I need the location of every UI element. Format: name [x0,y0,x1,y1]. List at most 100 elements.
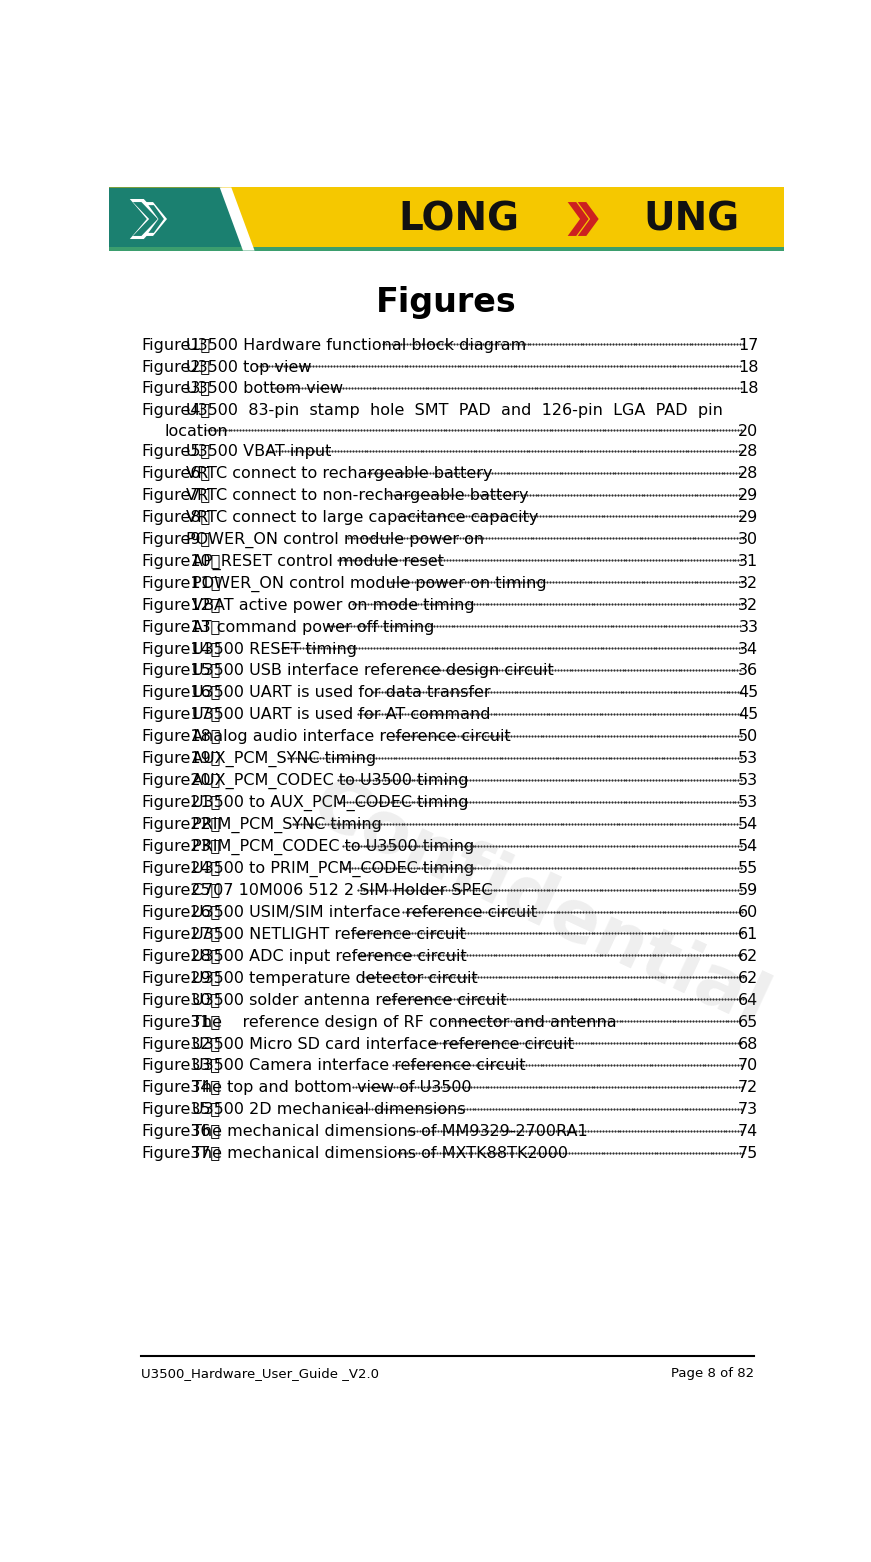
Text: U3500 USIM/SIM interface reference circuit: U3500 USIM/SIM interface reference circu… [192,904,537,920]
Text: Figure32：: Figure32： [141,1037,220,1051]
Text: 73: 73 [739,1103,759,1117]
Text: U3500  83-pin  stamp  hole  SMT  PAD  and  126-pin  LGA  PAD  pin: U3500 83-pin stamp hole SMT PAD and 126-… [186,403,723,419]
Bar [109,187,784,250]
Text: Figure23：: Figure23： [141,839,220,854]
Text: AP_RESET control module reset: AP_RESET control module reset [192,555,443,570]
Text: U3500 NETLIGHT reference circuit: U3500 NETLIGHT reference circuit [192,926,465,942]
Text: Figure7：: Figure7： [141,487,211,503]
Text: U3500 UART is used for AT command: U3500 UART is used for AT command [192,708,490,722]
Text: VRTC connect to rechargeable battery: VRTC connect to rechargeable battery [186,465,493,481]
Text: 28: 28 [738,444,759,459]
Text: U3500 USB interface reference design circuit: U3500 USB interface reference design cir… [192,664,553,678]
Text: U3500 RESET timing: U3500 RESET timing [192,642,356,656]
Text: 54: 54 [738,817,759,833]
Text: Figure18：: Figure18： [141,729,221,745]
Text: U3500 Micro SD card interface reference circuit: U3500 Micro SD card interface reference … [192,1037,573,1051]
Text: U3500 VBAT input: U3500 VBAT input [186,444,332,459]
Text: 62: 62 [738,948,759,964]
Text: VBAT active power on mode timing: VBAT active power on mode timing [192,598,475,612]
Text: Figure26：: Figure26： [141,904,220,920]
Bar [109,247,784,250]
Text: U3500 UART is used for data transfer: U3500 UART is used for data transfer [192,686,490,700]
Text: Figure25：: Figure25： [141,883,220,898]
Text: Figure16：: Figure16： [141,686,221,700]
Text: 54: 54 [738,839,759,854]
Text: U3500 bottom view: U3500 bottom view [186,381,343,397]
Text: 31: 31 [738,555,759,569]
Text: Figure9：: Figure9： [141,531,211,547]
Text: AUX_PCM_SYNC timing: AUX_PCM_SYNC timing [192,751,375,767]
Text: Figure5：: Figure5： [141,444,211,459]
Text: Figure21：: Figure21： [141,795,221,811]
Text: 18: 18 [738,359,759,375]
Text: 74: 74 [738,1125,759,1139]
Text: 17: 17 [738,337,759,353]
Text: Figure29：: Figure29： [141,970,220,986]
Text: 70: 70 [738,1059,759,1073]
Text: Figure15：: Figure15： [141,664,221,678]
Polygon shape [577,201,598,236]
Text: The    reference design of RF connector and antenna: The reference design of RF connector and… [192,1015,617,1029]
Text: Figure13：: Figure13： [141,620,220,634]
Text: PRIM_PCM_CODEC to U3500 timing: PRIM_PCM_CODEC to U3500 timing [192,839,474,856]
Text: Figure19：: Figure19： [141,751,221,767]
Text: Figure11：: Figure11： [141,576,221,590]
Text: U3500_Hardware_User_Guide _V2.0: U3500_Hardware_User_Guide _V2.0 [141,1367,380,1379]
Text: 45: 45 [738,686,759,700]
Polygon shape [568,201,589,236]
Text: 30: 30 [739,531,759,547]
Text: 60: 60 [738,904,759,920]
Text: Figure36：: Figure36： [141,1125,220,1139]
Text: Figure3：: Figure3： [141,381,211,397]
Text: UNG: UNG [644,200,739,237]
Text: Figure37：: Figure37： [141,1147,220,1161]
Polygon shape [109,187,245,250]
Text: 65: 65 [738,1015,759,1029]
Text: 68: 68 [738,1037,759,1051]
Polygon shape [145,201,167,236]
Text: Figure20：: Figure20： [141,773,220,789]
Text: 45: 45 [738,708,759,722]
Text: Page 8 of 82: Page 8 of 82 [671,1367,753,1379]
Text: Figure4：: Figure4： [141,403,211,419]
Text: U3500 to AUX_PCM_CODEC timing: U3500 to AUX_PCM_CODEC timing [192,795,468,811]
Text: Figures: Figures [376,286,517,320]
Text: 72: 72 [738,1081,759,1095]
Polygon shape [148,205,164,233]
Text: AUX_PCM_CODEC to U3500 timing: AUX_PCM_CODEC to U3500 timing [192,773,468,789]
Text: LONG: LONG [399,200,520,237]
Text: Figure28：: Figure28： [141,948,221,964]
Text: The mechanical dimensions of MM9329-2700RA1: The mechanical dimensions of MM9329-2700… [192,1125,587,1139]
Text: POWER_ON control module power on timing: POWER_ON control module power on timing [192,576,546,592]
Text: U3500 top view: U3500 top view [186,359,312,375]
Text: U3500 ADC input reference circuit: U3500 ADC input reference circuit [192,948,466,964]
Text: 29: 29 [738,509,759,525]
Text: PRIM_PCM_SYNC timing: PRIM_PCM_SYNC timing [192,817,381,833]
Text: The mechanical dimensions of MXTK88TK2000: The mechanical dimensions of MXTK88TK200… [192,1147,568,1161]
Text: AT command power off timing: AT command power off timing [192,620,434,634]
Text: Figure12：: Figure12： [141,598,221,612]
Text: C707 10M006 512 2 SIM Holder SPEC: C707 10M006 512 2 SIM Holder SPEC [192,883,492,898]
Text: POWER_ON control module power on: POWER_ON control module power on [186,531,484,548]
Text: U3500 2D mechanical dimensions: U3500 2D mechanical dimensions [192,1103,465,1117]
Text: 53: 53 [739,773,759,789]
Text: Figure35：: Figure35： [141,1103,220,1117]
Polygon shape [130,198,162,239]
Text: Figure33：: Figure33： [141,1059,220,1073]
Text: U3500 temperature detector circuit: U3500 temperature detector circuit [192,970,477,986]
Text: 62: 62 [738,970,759,986]
Text: U3500 to PRIM_PCM_CODEC timing: U3500 to PRIM_PCM_CODEC timing [192,861,474,878]
Text: Figure10：: Figure10： [141,555,221,569]
Text: Figure30：: Figure30： [141,992,220,1007]
Text: 53: 53 [739,751,759,767]
Text: 59: 59 [738,883,759,898]
Text: VRTC connect to large capacitance capacity: VRTC connect to large capacitance capaci… [186,509,538,525]
Text: Confidential: Confidential [300,770,780,1042]
Text: Analog audio interface reference circuit: Analog audio interface reference circuit [192,729,510,745]
Text: location: location [165,423,228,439]
Text: Figure2：: Figure2： [141,359,211,375]
Text: Figure27：: Figure27： [141,926,220,942]
Text: 28: 28 [738,465,759,481]
Text: 64: 64 [738,992,759,1007]
Text: 75: 75 [738,1147,759,1161]
